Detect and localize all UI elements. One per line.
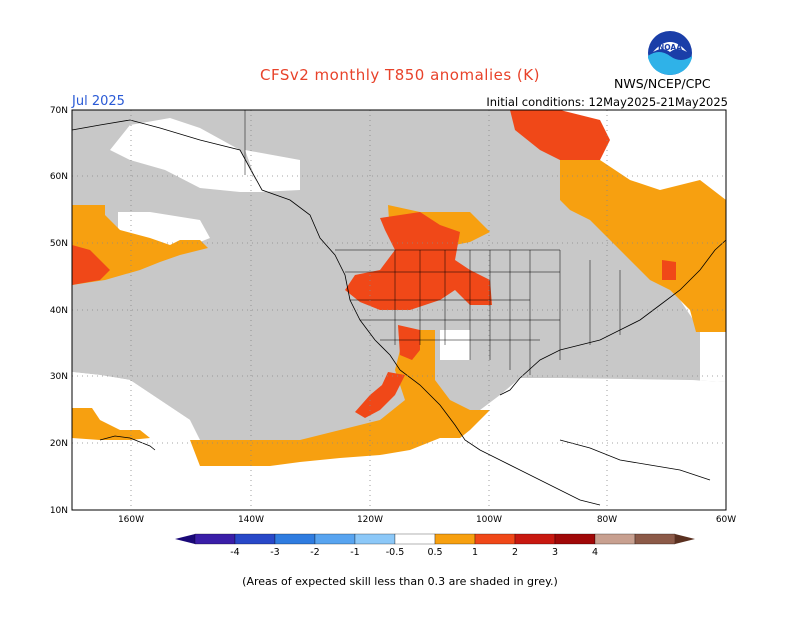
lon-label: 80W (597, 515, 617, 525)
colorbar-tick-label: 4 (592, 547, 598, 558)
lat-label: 30N (50, 372, 68, 382)
map-title: CFSv2 monthly T850 anomalies (K) (260, 66, 540, 84)
gridlines (72, 110, 726, 510)
lon-label: 100W (476, 515, 502, 525)
lon-label: 160W (118, 515, 144, 525)
colorbar-tick-label: -3 (270, 547, 279, 558)
colorbar-swatch (274, 533, 316, 545)
colorbar-tick-label: 3 (552, 547, 558, 558)
colorbar-tick-label: -2 (310, 547, 319, 558)
lon-label: 140W (238, 515, 264, 525)
colorbar-swatch (594, 533, 636, 545)
colorbar-tick-label: -4 (230, 547, 239, 558)
colorbar-tick-label: 0.5 (427, 547, 442, 558)
colorbar-tick-label: -1 (350, 547, 359, 558)
lat-label: 40N (50, 306, 68, 316)
map-frame (71, 109, 727, 511)
colorbar: -4 -3 -2 -1 -0.5 0.5 1 2 3 4 (175, 533, 695, 558)
colorbar-arrow-left (175, 534, 195, 544)
colorbar-tick-label: 1 (472, 547, 478, 558)
colorbar-tick-label: 2 (512, 547, 518, 558)
colorbar-swatch (474, 533, 516, 545)
lat-label: 20N (50, 439, 68, 449)
colorbar-swatch (434, 533, 476, 545)
lon-label: 60W (716, 515, 736, 525)
noaa-logo-text: NOAA (658, 43, 682, 52)
colorbar-tick-label: -0.5 (386, 547, 405, 558)
colorbar-swatch (354, 533, 396, 545)
agency-label: NWS/NCEP/CPC (614, 76, 711, 91)
lat-label: 70N (50, 106, 68, 116)
longitude-labels: 160W 140W 120W 100W 80W 60W (118, 515, 736, 525)
anomaly-orange-red (72, 110, 676, 418)
lat-label: 10N (50, 506, 68, 516)
footnote: (Areas of expected skill less than 0.3 a… (242, 575, 558, 588)
lat-label: 50N (50, 239, 68, 249)
colorbar-swatch (514, 533, 556, 545)
colorbar-swatch (234, 533, 276, 545)
anomaly-light-orange (72, 160, 726, 466)
forecast-period: Jul 2025 (72, 94, 125, 109)
colorbar-arrow-right (675, 534, 695, 544)
colorbar-swatch (394, 533, 436, 545)
state-borders (244, 110, 621, 375)
lat-label: 60N (50, 172, 68, 182)
colorbar-swatch (634, 533, 676, 545)
initial-conditions: Initial conditions: 12May2025-21May2025 (486, 95, 728, 109)
colorbar-swatch (554, 533, 596, 545)
latitude-labels: 70N 60N 50N 40N 30N 20N 10N (50, 106, 68, 516)
noaa-logo: NOAA (648, 31, 692, 75)
lon-label: 120W (357, 515, 383, 525)
coastlines (71, 119, 727, 506)
colorbar-swatch (194, 533, 236, 545)
colorbar-swatch (314, 533, 356, 545)
